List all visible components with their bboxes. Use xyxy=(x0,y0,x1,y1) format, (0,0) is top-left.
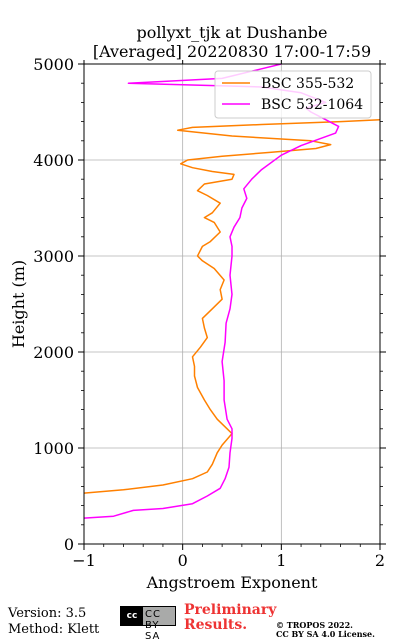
footer-info: Version: 3.5 Method: Klett xyxy=(8,606,99,638)
y-tick-label: 0 xyxy=(64,535,74,554)
y-tick-label: 4000 xyxy=(33,151,74,170)
series-line-bsc-355-532 xyxy=(84,118,380,494)
plot-frame xyxy=(83,63,381,545)
cc-logo-icon: cc xyxy=(121,607,143,625)
version-text: Version: 3.5 xyxy=(8,606,87,621)
legend-box xyxy=(214,70,372,119)
y-tick-label: 1000 xyxy=(33,439,74,458)
x-tick-label: 2 xyxy=(375,551,385,570)
x-tick-label: −1 xyxy=(72,551,96,570)
preliminary-line1: Preliminary xyxy=(184,602,277,618)
preliminary-notice: Preliminary Results. xyxy=(184,603,276,633)
legend: BSC 355-532 BSC 532-1064 xyxy=(214,70,372,119)
y-tick-label: 2000 xyxy=(33,343,74,362)
axis-ticks xyxy=(78,60,386,550)
cc-by-sa-text: CC BY SA xyxy=(145,609,161,642)
chart-title-line1: pollyxt_tjk at Dushanbe xyxy=(136,23,327,42)
legend-label-bsc-355-532: BSC 355-532 xyxy=(261,76,354,92)
preliminary-line2: Results. xyxy=(184,617,248,633)
x-tick-label: 0 xyxy=(178,551,188,570)
copyright-line1: © TROPOS 2022. xyxy=(276,620,353,630)
x-tick-label: 1 xyxy=(276,551,286,570)
cc-license-badge: cc CC BY SA xyxy=(120,606,176,642)
copyright-notice: © TROPOS 2022. CC BY SA 4.0 License. xyxy=(276,621,375,639)
y-tick-label: 5000 xyxy=(33,55,74,74)
copyright-line2: CC BY SA 4.0 License. xyxy=(276,629,375,639)
method-text: Method: Klett xyxy=(8,622,100,637)
series-layer xyxy=(84,64,380,519)
y-axis-label: Height (m) xyxy=(9,260,28,348)
series-line-bsc-532-1064 xyxy=(84,64,340,519)
chart-title-line2: [Averaged] 20220830 17:00-17:59 xyxy=(93,42,371,61)
y-tick-label: 3000 xyxy=(33,247,74,266)
x-axis-label: Angstroem Exponent xyxy=(146,573,318,592)
legend-label-bsc-532-1064: BSC 532-1064 xyxy=(261,97,363,113)
